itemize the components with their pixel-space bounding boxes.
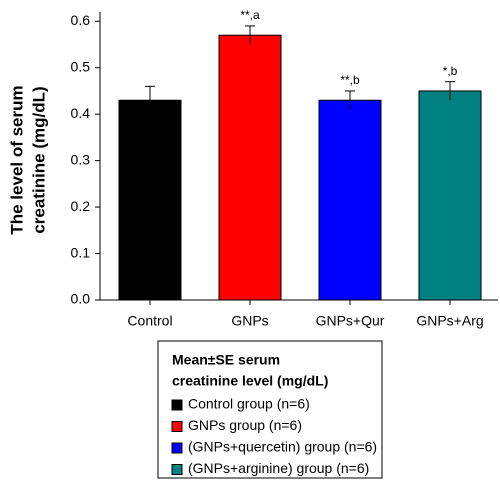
legend-label: (GNPs+quercetin) group (n=6): [188, 439, 377, 455]
annotation: **,b: [340, 73, 360, 87]
y-tick-label: 0.6: [71, 12, 91, 28]
bar: [318, 99, 382, 301]
y-tick-label: 0.2: [71, 198, 91, 214]
legend-swatch: [171, 442, 183, 454]
y-tick-label: 0.1: [71, 244, 91, 260]
y-axis-label: The level of serum: [7, 85, 26, 234]
y-tick-label: 0.3: [71, 151, 91, 167]
annotation: **,a: [240, 8, 260, 22]
x-tick-label: Control: [127, 313, 172, 329]
legend-swatch: [171, 421, 183, 432]
bar: [218, 34, 282, 301]
y-tick-label: 0.0: [71, 291, 91, 307]
bar: [418, 90, 482, 301]
x-tick-label: GNPs+Qur: [316, 313, 385, 329]
y-tick-label: 0.5: [71, 58, 91, 74]
annotation: *,b: [443, 64, 458, 78]
legend-label: (GNPs+arginine) group (n=6): [188, 460, 369, 476]
legend-swatch: [171, 464, 183, 475]
x-tick-label: GNPs: [231, 313, 268, 329]
bar: [118, 99, 182, 301]
y-axis-label: creatinine (mg/dL): [29, 86, 48, 233]
legend-label: GNPs group (n=6): [188, 417, 302, 433]
x-tick-label: GNPs+Arg: [416, 313, 483, 329]
legend-box: [157, 340, 383, 479]
legend-swatch: [171, 399, 183, 411]
legend-label: Control group (n=6): [188, 396, 310, 412]
legend-title: Mean±SE serum: [172, 352, 280, 368]
legend-title: creatinine level (mg/dL): [172, 373, 328, 389]
y-tick-label: 0.4: [71, 105, 91, 121]
